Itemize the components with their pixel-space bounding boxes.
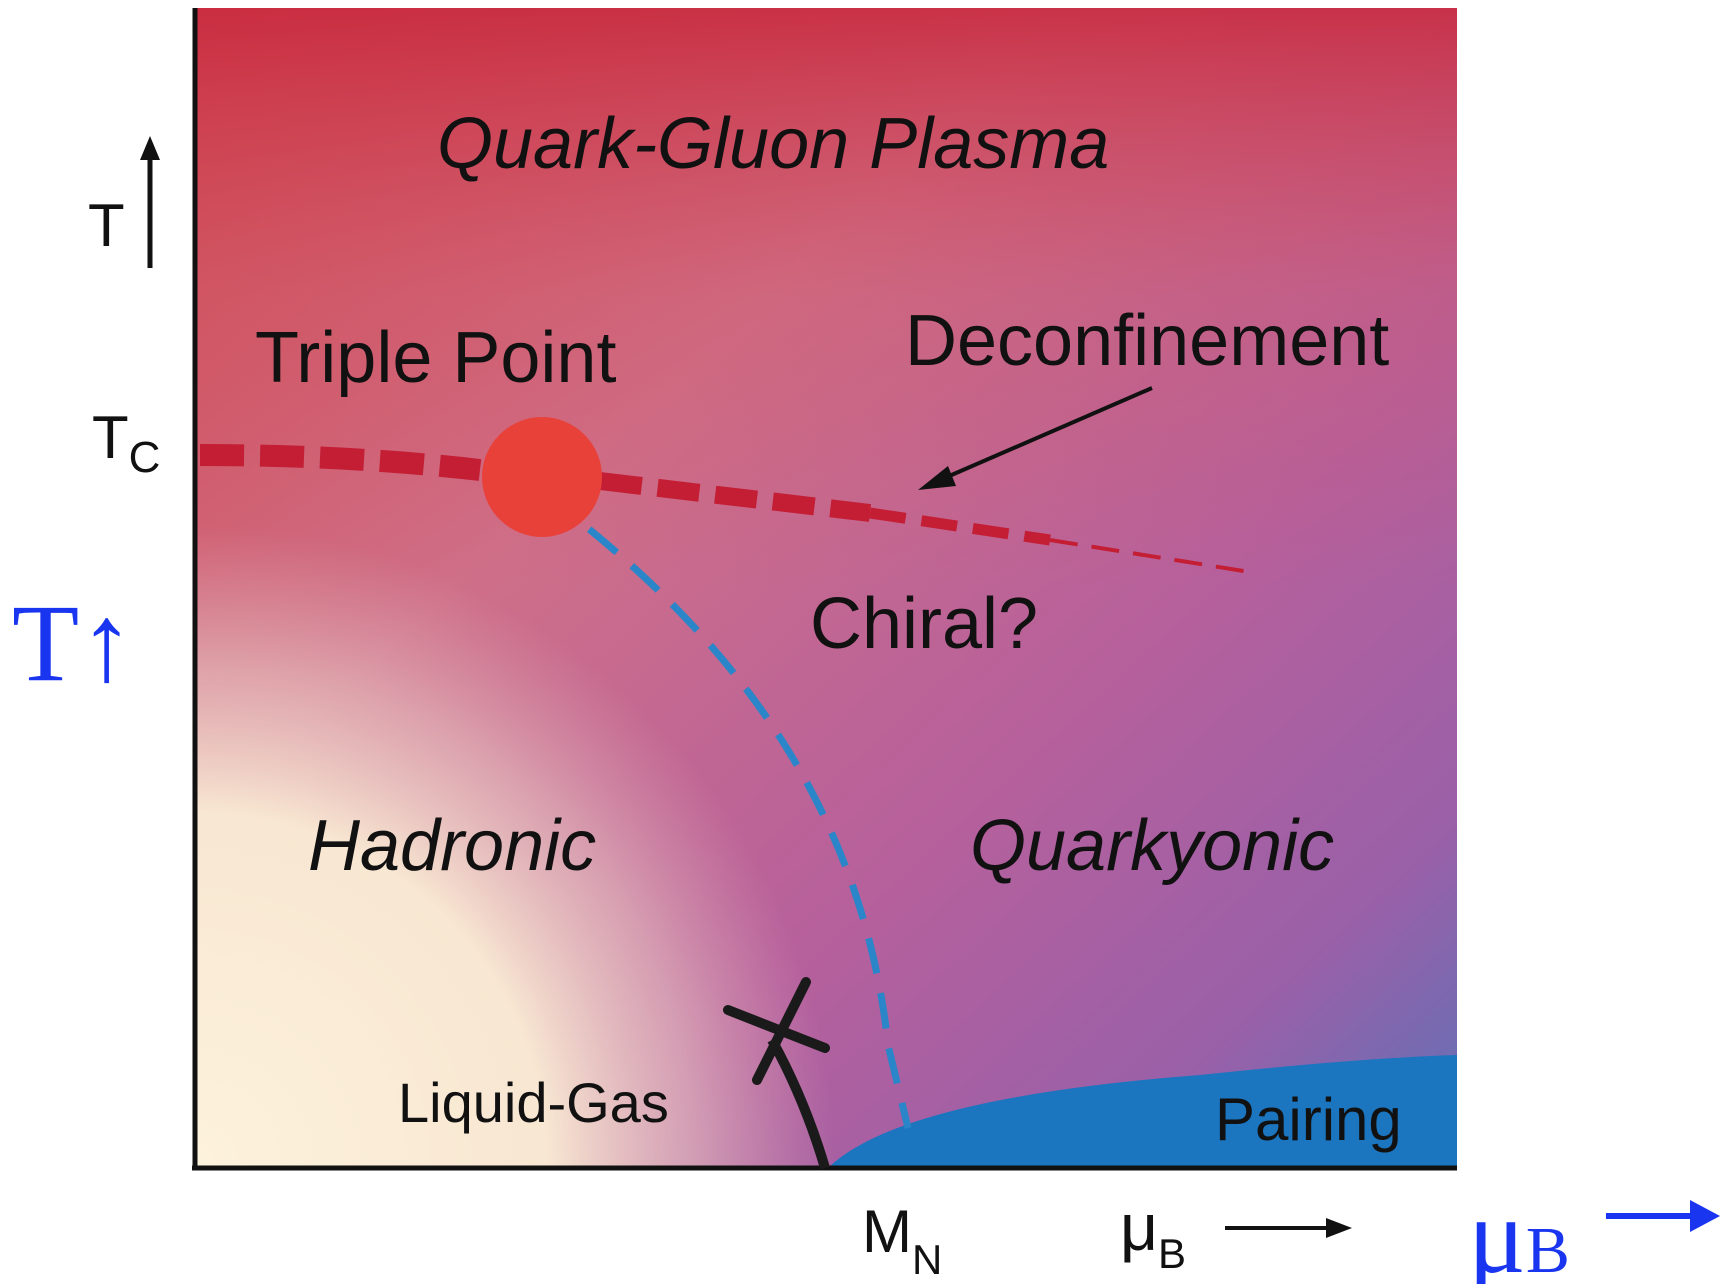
x-axis-arrow-icon — [1225, 1218, 1352, 1238]
qgp-label: Quark-Gluon Plasma — [437, 104, 1109, 184]
liquid-gas-line — [767, 1037, 830, 1170]
tc-label: TC — [92, 404, 160, 482]
chiral-line — [542, 492, 912, 1129]
overlay-x-label-main: μ — [1468, 1177, 1526, 1284]
tc-label-main: T — [92, 404, 129, 471]
quarkyonic-label: Quarkyonic — [970, 806, 1334, 886]
y-axis-label: T — [88, 192, 125, 259]
deconfinement-line — [199, 444, 1251, 574]
triple-point-label: Triple Point — [255, 318, 616, 398]
tc-label-sub: C — [129, 433, 161, 482]
overlay-x-arrow-icon — [1606, 1200, 1720, 1232]
chiral-label: Chiral? — [810, 584, 1038, 664]
hadronic-label: Hadronic — [308, 806, 596, 886]
overlay-x-label-sub: B — [1526, 1214, 1570, 1284]
mu-b-label-main: μ — [1120, 1190, 1158, 1264]
mn-label: MN — [862, 1198, 942, 1283]
critical-point-cross-icon — [723, 977, 830, 1085]
deconfinement-arrow-icon — [918, 386, 1153, 490]
mu-b-label: μB — [1120, 1190, 1186, 1277]
deconfinement-label: Deconfinement — [905, 301, 1389, 381]
liquid-gas-label: Liquid-Gas — [398, 1071, 669, 1134]
triple-point-marker — [482, 417, 602, 537]
pairing-region — [828, 1055, 1457, 1168]
mn-label-sub: N — [912, 1236, 942, 1283]
overlay-x-label: μB — [1468, 1177, 1570, 1284]
hadronic-region — [195, 8, 1457, 1168]
mn-label-main: M — [862, 1198, 912, 1265]
pairing-label: Pairing — [1215, 1086, 1402, 1153]
mu-b-label-sub: B — [1158, 1230, 1186, 1277]
overlay-y-label: T↑ — [12, 582, 134, 704]
y-axis-arrow-icon — [140, 136, 160, 268]
